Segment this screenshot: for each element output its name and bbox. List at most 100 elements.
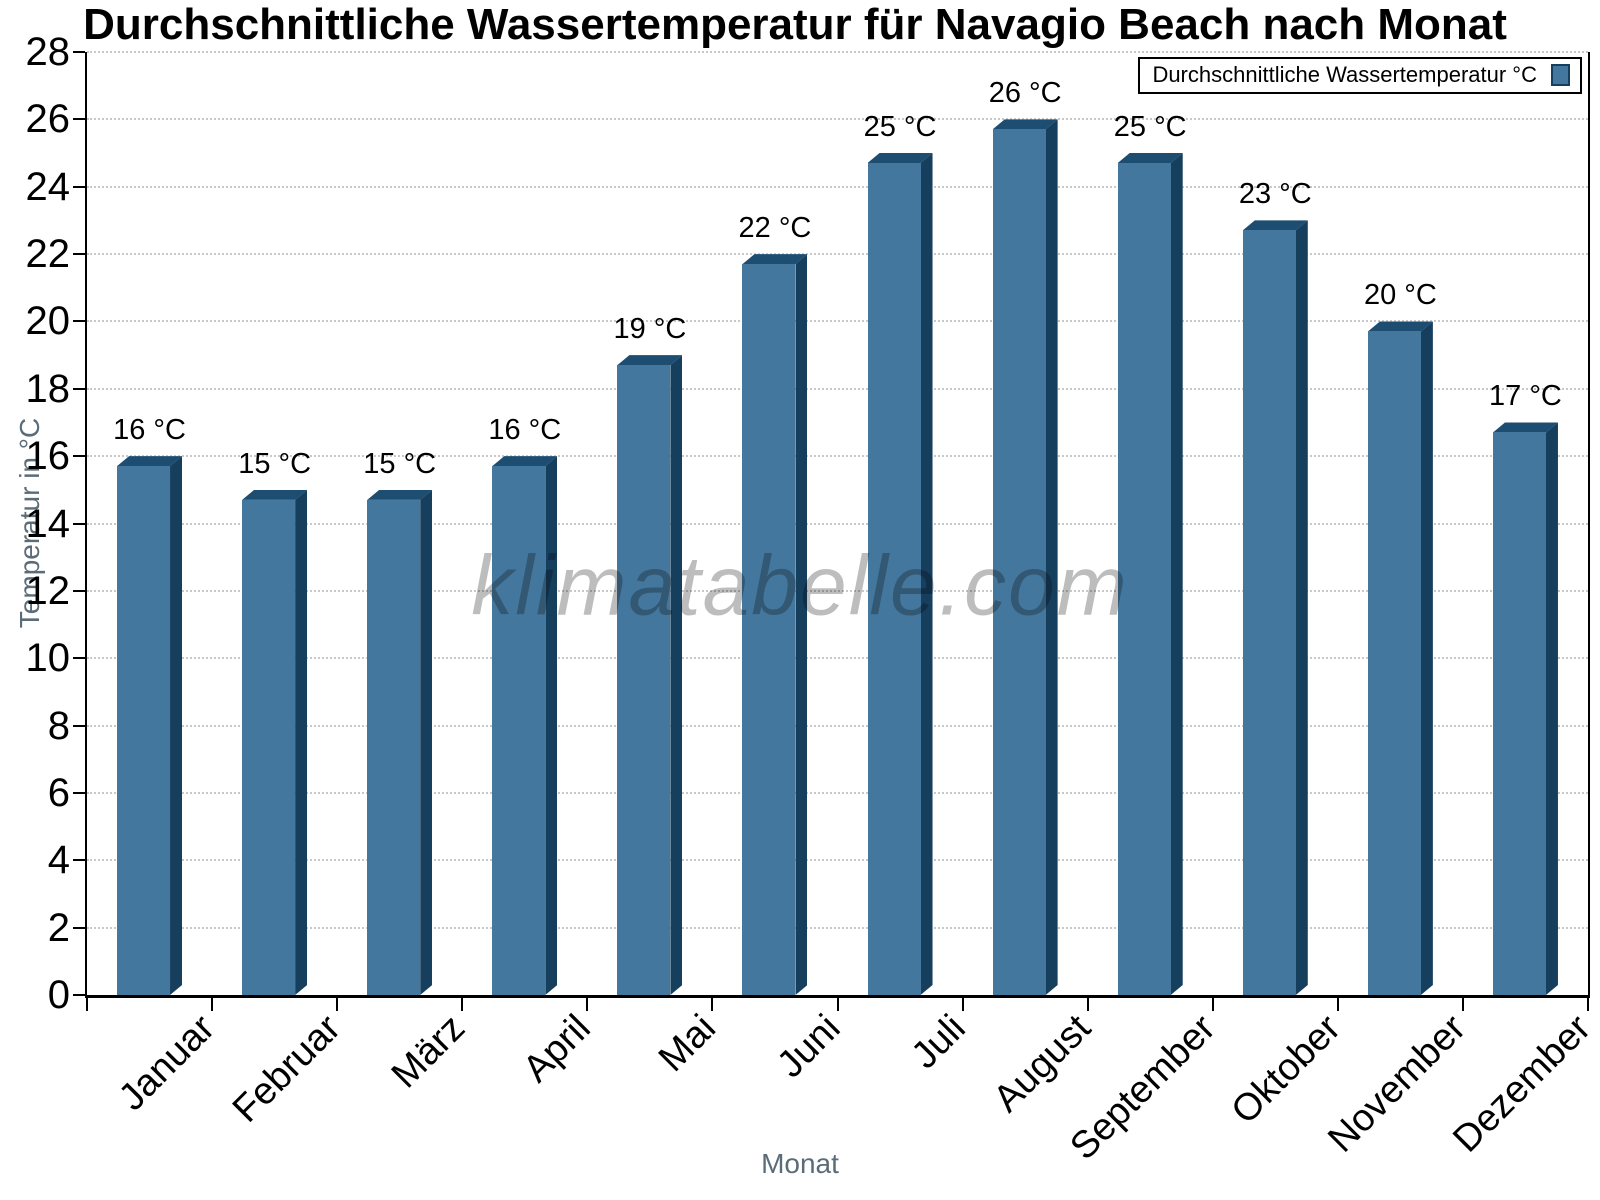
- y-tick: [73, 657, 85, 660]
- y-tick: [73, 253, 85, 256]
- x-tick: [1211, 995, 1214, 1011]
- x-tick: [1461, 995, 1464, 1011]
- y-tick-label: 10: [25, 636, 71, 681]
- bar-top-face: [617, 355, 682, 365]
- gridline: [87, 253, 1588, 256]
- bar: [1242, 220, 1308, 995]
- y-tick: [73, 387, 85, 390]
- bar-side-face: [295, 490, 307, 995]
- watermark: klimatabelle.com: [471, 538, 1129, 633]
- bar: [367, 490, 432, 995]
- bar-value-label: 15 °C: [363, 447, 437, 480]
- bar-face: [367, 499, 421, 995]
- gridline: [87, 859, 1588, 862]
- bar-value-label: 22 °C: [738, 212, 812, 245]
- bar: [742, 254, 807, 995]
- y-tick-label: 14: [25, 501, 71, 546]
- x-tick: [711, 995, 714, 1011]
- gridline: [87, 118, 1588, 121]
- bar: [1492, 422, 1558, 995]
- legend: Durchschnittliche Wassertemperatur °C: [1138, 57, 1582, 94]
- gridline: [87, 387, 1588, 390]
- x-category-label-text: März: [383, 1007, 474, 1097]
- y-tick-label: 18: [25, 366, 71, 411]
- bar: [242, 490, 307, 995]
- bar: [617, 355, 682, 995]
- bar-side-face: [795, 254, 807, 995]
- x-tick: [1086, 995, 1089, 1011]
- bar: [1117, 153, 1183, 995]
- plot-area: 0 2 4 6 8 10 12 14 16 18 20 22 24 26 28 16 °C Januar 15 °…: [26, 30, 1600, 1168]
- bar-side-face: [921, 153, 933, 995]
- bar-face: [492, 466, 546, 995]
- bar-side-face: [545, 456, 557, 995]
- y-tick-label: 2: [47, 905, 70, 950]
- bar-side-face: [1296, 220, 1308, 995]
- gridline: [87, 51, 1588, 53]
- bar: [492, 456, 557, 995]
- chart-title: Durchschnittliche Wassertemperatur für N…: [83, 0, 1507, 49]
- bar-face: [242, 499, 296, 995]
- y-tick-label: 4: [47, 838, 70, 883]
- bar-value-label: 25 °C: [863, 111, 937, 144]
- bar-face: [1117, 163, 1171, 995]
- bar-face: [742, 264, 796, 995]
- bar: [867, 153, 933, 995]
- y-tick: [73, 589, 85, 592]
- bar-top-face: [242, 490, 307, 500]
- y-tick-label: 8: [47, 703, 70, 748]
- legend-swatch-icon: [1551, 64, 1570, 86]
- bar-face: [117, 466, 171, 995]
- bar-face: [617, 365, 671, 995]
- y-tick-label: 0: [47, 973, 70, 1017]
- gridline: [87, 455, 1588, 458]
- bar-side-face: [170, 456, 182, 995]
- bar-face: [867, 163, 921, 995]
- y-tick: [73, 791, 85, 794]
- gridline: [87, 926, 1588, 929]
- y-tick: [73, 118, 85, 121]
- x-tick: [86, 995, 88, 1011]
- y-tick: [73, 522, 85, 525]
- bar-value-label: 23 °C: [1238, 178, 1312, 211]
- bar-top-face: [117, 456, 182, 466]
- bar-top-face: [993, 119, 1058, 129]
- x-category-label-text: Januar: [111, 1007, 224, 1119]
- gridline: [87, 791, 1588, 794]
- y-tick-label: 6: [47, 770, 70, 815]
- bar-side-face: [670, 355, 682, 995]
- bar-face: [1242, 230, 1296, 995]
- bar-top-face: [1493, 422, 1558, 432]
- bar-side-face: [1171, 153, 1183, 995]
- x-tick: [586, 995, 589, 1011]
- bar-top-face: [492, 456, 557, 466]
- bar-value-label: 26 °C: [988, 77, 1062, 110]
- y-tick: [73, 994, 85, 996]
- y-tick: [73, 185, 85, 188]
- bar-value-label: 19 °C: [613, 313, 687, 346]
- bar-face: [1367, 331, 1421, 995]
- bar-face: [1492, 432, 1546, 995]
- gridline: [87, 320, 1588, 323]
- bar: [1367, 321, 1433, 995]
- x-category-label-text: Februar: [224, 1007, 349, 1131]
- x-category-label-text: August: [985, 1007, 1099, 1121]
- bar-value-label: 17 °C: [1489, 380, 1562, 413]
- x-category-label-text: Juli: [903, 1007, 974, 1078]
- y-tick: [73, 926, 85, 929]
- x-category-label-text: Juni: [769, 1007, 849, 1086]
- bar: [992, 119, 1058, 995]
- gridline: [87, 522, 1588, 525]
- bar-top-face: [1243, 220, 1308, 230]
- x-tick: [836, 995, 839, 1011]
- x-category-label-text: Dezember: [1445, 1007, 1600, 1161]
- x-category-label-text: Oktober: [1223, 1007, 1349, 1133]
- x-tick: [461, 995, 464, 1011]
- bar-value-label: 16 °C: [113, 414, 186, 447]
- gridline: [87, 589, 1588, 592]
- bar-top-face: [868, 153, 933, 163]
- bar-top-face: [367, 490, 432, 500]
- y-tick: [73, 51, 85, 53]
- y-tick-label: 20: [25, 299, 71, 344]
